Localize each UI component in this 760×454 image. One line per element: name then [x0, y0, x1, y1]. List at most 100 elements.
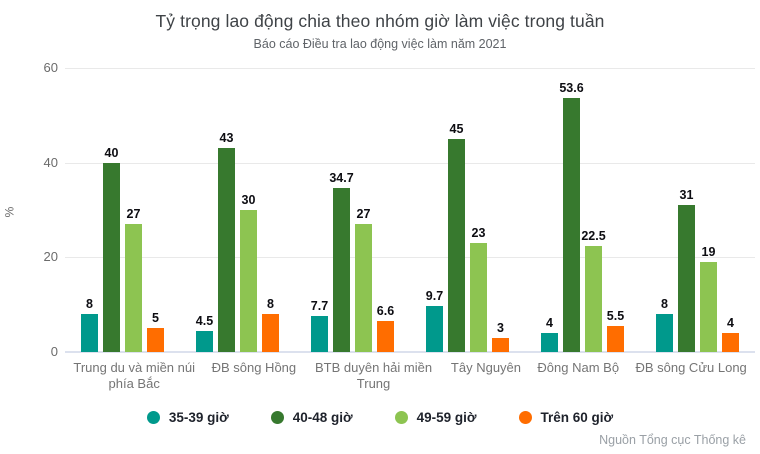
- bar[interactable]: [585, 245, 602, 352]
- legend-label: 35-39 giờ: [168, 410, 229, 425]
- plot-area: 8 40 27 5 4.5 43 30 8 7.7 34.7 27 6.6 9.7 45 23 3 4 53.6 2…: [65, 68, 755, 353]
- bar-cell: 19: [700, 68, 717, 352]
- x-axis-label-4: Tây Nguyên: [450, 360, 522, 375]
- bar-cell: 3: [492, 68, 509, 352]
- chart-title: Tỷ trọng lao động chia theo nhóm giờ làm…: [155, 11, 605, 31]
- bar-value-label: 5: [152, 311, 159, 326]
- bar-cell: 5.5: [607, 68, 624, 352]
- legend-item-1[interactable]: 35-39 giờ: [146, 410, 229, 425]
- bar-value-label: 53.6: [559, 81, 584, 96]
- bar-value-label: 23: [471, 226, 486, 241]
- source-note: Nguồn Tổng cục Thống kê: [599, 433, 746, 447]
- legend-item-4[interactable]: Trên 60 giờ: [518, 410, 614, 425]
- bar-value-label: 4: [727, 316, 734, 331]
- bar-cell: 30: [240, 68, 257, 352]
- bar-value-label: 27: [356, 207, 371, 222]
- x-axis-line: [65, 351, 755, 353]
- bar[interactable]: [492, 337, 509, 352]
- bar-cell: 22.5: [581, 68, 606, 352]
- bar-cell: 7.7: [311, 68, 328, 352]
- legend-dot-icon: [146, 411, 160, 424]
- bar-group-5: 4 53.6 22.5 5.5: [541, 68, 624, 352]
- bar-value-label: 27: [126, 207, 141, 222]
- bar-value-label: 7.7: [310, 298, 329, 313]
- bar[interactable]: [470, 243, 487, 352]
- x-axis-label-1: Trung du và miền núi phía Bắc: [73, 360, 195, 392]
- y-tick-label-0: 0: [50, 344, 58, 359]
- bar-value-label: 31: [679, 188, 694, 203]
- bar[interactable]: [722, 333, 739, 352]
- bar[interactable]: [333, 187, 350, 352]
- bar-cell: 40: [103, 68, 120, 352]
- bar-value-label: 3: [497, 320, 504, 335]
- bar[interactable]: [448, 139, 465, 352]
- bar-cell: 8: [262, 68, 279, 352]
- bar[interactable]: [656, 314, 673, 352]
- bar-cell: 5: [147, 68, 164, 352]
- bar[interactable]: [607, 325, 624, 352]
- bar-value-label: 34.7: [329, 170, 354, 185]
- bar[interactable]: [196, 330, 213, 352]
- legend-dot-icon: [270, 411, 284, 424]
- bar[interactable]: [147, 328, 164, 352]
- bar-value-label: 9.7: [425, 289, 444, 304]
- bar-cell: 9.7: [426, 68, 443, 352]
- bar-value-label: 8: [86, 297, 93, 312]
- y-tick-label-20: 20: [43, 249, 58, 265]
- bar-value-label: 5.5: [606, 308, 625, 323]
- bar[interactable]: [563, 98, 580, 352]
- bar[interactable]: [377, 320, 394, 352]
- bar-groups: 8 40 27 5 4.5 43 30 8 7.7 34.7 27 6.6 9.7 45 23 3 4 53.6 2…: [65, 68, 755, 352]
- bar-cell: 6.6: [377, 68, 394, 352]
- bar-value-label: 8: [267, 297, 274, 312]
- bar-group-1: 8 40 27 5: [81, 68, 164, 352]
- legend-dot-icon: [394, 411, 408, 424]
- bar-group-2: 4.5 43 30 8: [196, 68, 279, 352]
- x-axis-label-6: ĐB sông Cửu Long: [635, 360, 747, 375]
- bar[interactable]: [218, 148, 235, 352]
- legend-item-2[interactable]: 40-48 giờ: [270, 410, 353, 425]
- bar-cell: 43: [218, 68, 235, 352]
- bar-value-label: 43: [219, 131, 234, 146]
- bar-group-4: 9.7 45 23 3: [426, 68, 509, 352]
- bar-cell: 4: [541, 68, 558, 352]
- bar-value-label: 22.5: [581, 228, 606, 243]
- bar[interactable]: [81, 314, 98, 352]
- legend-label: 49-59 giờ: [416, 410, 477, 425]
- legend-item-3[interactable]: 49-59 giờ: [394, 410, 477, 425]
- legend-dot-icon: [518, 411, 532, 424]
- bar[interactable]: [355, 224, 372, 352]
- bar-value-label: 45: [449, 122, 464, 136]
- y-tick-label-60: 60: [43, 60, 58, 75]
- bar-cell: 45: [448, 68, 465, 352]
- bar[interactable]: [103, 162, 120, 352]
- gridline-40: [65, 162, 755, 164]
- chart-subtitle: Báo cáo Điều tra lao động việc làm năm 2…: [253, 37, 507, 51]
- x-axis-label-5: Đông Nam Bộ: [537, 360, 620, 375]
- bar-cell: 8: [656, 68, 673, 352]
- gridline-60: [65, 68, 755, 69]
- bar[interactable]: [426, 306, 443, 352]
- bar-cell: 31: [678, 68, 695, 352]
- bar[interactable]: [125, 224, 142, 352]
- bar[interactable]: [700, 262, 717, 352]
- bar-value-label: 4: [546, 316, 553, 331]
- bar-value-label: 30: [241, 193, 256, 207]
- bar-value-label: 8: [661, 297, 668, 312]
- bar-cell: 27: [125, 68, 142, 352]
- bar-value-label: 19: [701, 245, 716, 260]
- legend-label: 40-48 giờ: [292, 410, 353, 425]
- bar[interactable]: [262, 314, 279, 352]
- bar[interactable]: [311, 315, 328, 352]
- bar-group-3: 7.7 34.7 27 6.6: [311, 68, 394, 352]
- bar-value-label: 40: [104, 145, 119, 160]
- legend-label: Trên 60 giờ: [540, 410, 614, 425]
- bar[interactable]: [541, 333, 558, 352]
- bar[interactable]: [678, 205, 695, 352]
- bar-value-label: 6.6: [376, 303, 395, 318]
- bar-cell: 53.6: [559, 68, 584, 352]
- bar[interactable]: [240, 210, 257, 352]
- bar-cell: 8: [81, 68, 98, 352]
- bar-cell: 4: [722, 68, 739, 352]
